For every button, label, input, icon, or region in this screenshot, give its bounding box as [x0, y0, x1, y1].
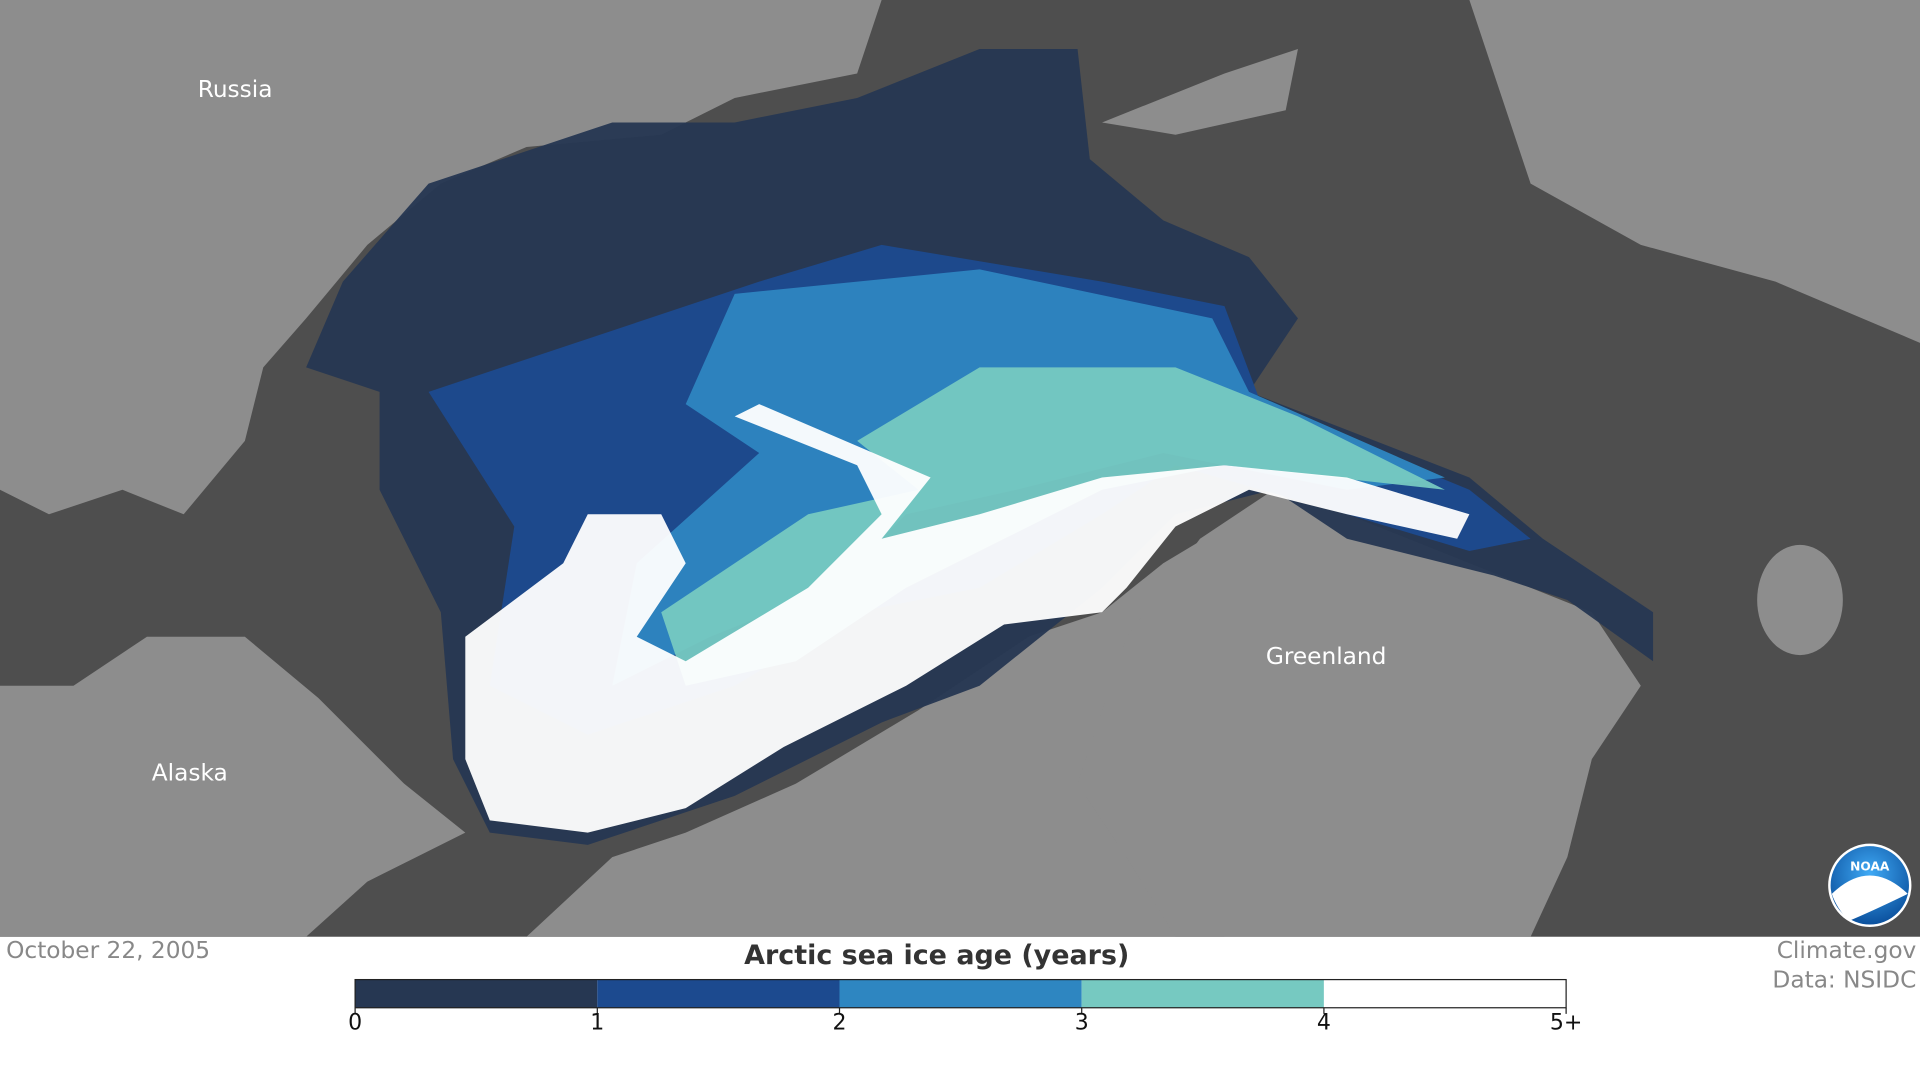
colorbar-segment: [1081, 979, 1324, 1008]
land-canada: [526, 526, 1274, 937]
region-label: Russia: [198, 76, 273, 103]
credit: Data: NSIDC: [1772, 966, 1916, 993]
logo-bird: [1831, 875, 1908, 921]
land-island: [1757, 544, 1843, 656]
ice-region: [465, 404, 1470, 833]
region-label: Alaska: [152, 759, 228, 786]
colorbar-tick-label: 3: [1075, 1011, 1089, 1036]
colorbar-tick-label: 4: [1317, 1011, 1331, 1036]
land-greenland: [1077, 489, 1641, 937]
legend-title: Arctic sea ice age (years): [744, 940, 1129, 971]
logo-text: NOAA: [1850, 859, 1890, 873]
sea-ice: [306, 48, 1654, 845]
colorbar-border: [354, 978, 1567, 1009]
land: [0, 0, 1920, 937]
date: October 22, 2005: [6, 937, 210, 964]
region-label: Greenland: [1266, 643, 1387, 670]
colorbar-segment: [597, 979, 840, 1008]
noaa-logo: NOAA: [1828, 843, 1912, 927]
colorbar-tick-label: 0: [348, 1011, 362, 1036]
colorbar-segment: [355, 979, 598, 1008]
land-europe: [1469, 0, 1920, 343]
colorbar-tick-label: 5+: [1550, 1011, 1582, 1036]
colorbar: 0 1 2 3 4 5+: [348, 978, 1582, 1036]
credit: Climate.gov: [1777, 937, 1917, 964]
colorbar-segment: [839, 979, 1082, 1008]
colorbar-tick-label: 2: [832, 1011, 846, 1036]
colorbar-segment: [1323, 979, 1567, 1008]
land-novaya-zemlya: [1102, 48, 1298, 135]
colorbar-tick-label: 1: [590, 1011, 604, 1036]
land-alaska: [0, 636, 466, 937]
